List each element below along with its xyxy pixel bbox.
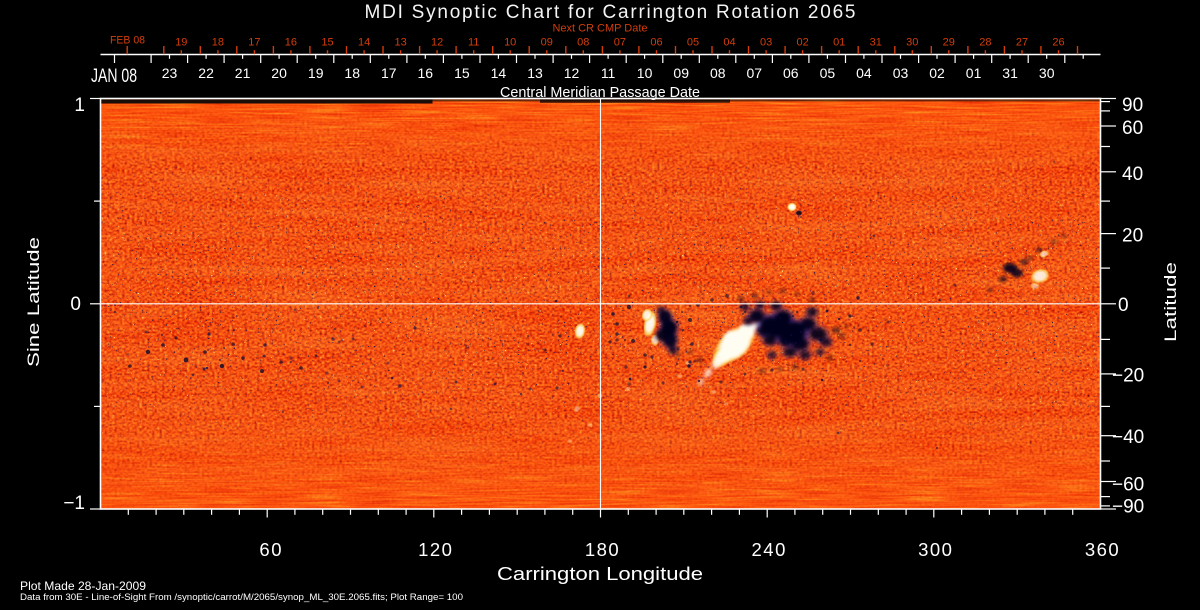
svg-text:14: 14 (491, 65, 507, 81)
svg-text:10: 10 (504, 37, 516, 49)
svg-text:05: 05 (820, 65, 836, 81)
svg-text:28: 28 (979, 37, 991, 49)
svg-text:26: 26 (1052, 37, 1064, 49)
svg-text:30: 30 (1039, 65, 1055, 81)
svg-text:16: 16 (285, 37, 297, 49)
svg-text:07: 07 (614, 37, 626, 49)
svg-text:0: 0 (70, 294, 81, 315)
svg-text:360: 360 (1085, 539, 1120, 560)
svg-text:15: 15 (454, 65, 470, 81)
svg-text:FEB 08: FEB 08 (110, 35, 145, 47)
svg-text:18: 18 (212, 37, 224, 49)
svg-text:04: 04 (856, 65, 872, 81)
svg-text:40: 40 (1122, 164, 1143, 185)
svg-text:0: 0 (1118, 295, 1129, 316)
svg-text:−40: −40 (1112, 427, 1144, 448)
svg-text:MDI Synoptic Chart for Carring: MDI Synoptic Chart for Carrington Rotati… (365, 2, 856, 23)
svg-text:Central Meridian Passage Date: Central Meridian Passage Date (500, 85, 700, 101)
svg-text:Plot Made 28-Jan-2009: Plot Made 28-Jan-2009 (20, 579, 146, 593)
svg-text:08: 08 (577, 37, 589, 49)
svg-text:240: 240 (752, 539, 787, 560)
svg-text:−1: −1 (63, 493, 85, 514)
svg-text:120: 120 (418, 539, 453, 560)
svg-text:90: 90 (1122, 95, 1143, 116)
svg-text:12: 12 (564, 65, 580, 81)
svg-text:03: 03 (893, 65, 909, 81)
svg-text:16: 16 (418, 65, 434, 81)
svg-text:60: 60 (259, 539, 283, 560)
svg-text:180: 180 (585, 539, 620, 560)
svg-text:19: 19 (175, 37, 187, 49)
svg-text:11: 11 (601, 65, 616, 81)
svg-text:20: 20 (1122, 226, 1143, 247)
svg-text:17: 17 (248, 37, 260, 49)
svg-text:30: 30 (906, 37, 918, 49)
svg-text:Next CR CMP Date: Next CR CMP Date (553, 23, 648, 35)
svg-text:06: 06 (783, 65, 799, 81)
svg-text:02: 02 (796, 37, 808, 49)
svg-text:09: 09 (541, 37, 553, 49)
svg-text:01: 01 (833, 37, 845, 49)
svg-text:13: 13 (394, 37, 406, 49)
svg-text:17: 17 (381, 65, 397, 81)
svg-text:29: 29 (943, 37, 955, 49)
svg-text:23: 23 (162, 65, 178, 81)
svg-text:11: 11 (468, 37, 479, 49)
svg-text:05: 05 (687, 37, 699, 49)
svg-text:09: 09 (673, 65, 689, 81)
svg-text:07: 07 (747, 65, 763, 81)
svg-text:04: 04 (723, 37, 735, 49)
svg-text:Sine Latitude: Sine Latitude (24, 237, 43, 367)
svg-text:12: 12 (431, 37, 443, 49)
svg-text:14: 14 (358, 37, 370, 49)
svg-text:1: 1 (74, 95, 85, 116)
svg-text:Latitude: Latitude (1161, 262, 1180, 342)
svg-text:20: 20 (271, 65, 287, 81)
svg-text:31: 31 (870, 37, 882, 49)
svg-text:10: 10 (637, 65, 653, 81)
svg-text:JAN 08: JAN 08 (91, 66, 137, 87)
svg-text:21: 21 (235, 65, 251, 81)
svg-text:15: 15 (321, 37, 333, 49)
svg-text:19: 19 (308, 65, 324, 81)
svg-text:03: 03 (760, 37, 772, 49)
svg-text:−60: −60 (1112, 475, 1144, 496)
svg-text:60: 60 (1122, 118, 1143, 139)
svg-text:22: 22 (198, 65, 214, 81)
svg-text:−90: −90 (1112, 497, 1144, 518)
svg-text:18: 18 (344, 65, 360, 81)
svg-text:06: 06 (650, 37, 662, 49)
svg-text:Data from 30E - Line-of-Sight: Data from 30E - Line-of-Sight From /syno… (20, 592, 463, 603)
svg-text:31: 31 (1002, 65, 1018, 81)
svg-text:02: 02 (929, 65, 945, 81)
svg-text:Carrington Longitude: Carrington Longitude (497, 563, 703, 584)
svg-text:08: 08 (710, 65, 726, 81)
svg-text:−20: −20 (1112, 366, 1144, 387)
svg-text:27: 27 (1016, 37, 1028, 49)
svg-text:13: 13 (527, 65, 543, 81)
svg-text:300: 300 (918, 539, 953, 560)
svg-text:01: 01 (966, 65, 982, 81)
